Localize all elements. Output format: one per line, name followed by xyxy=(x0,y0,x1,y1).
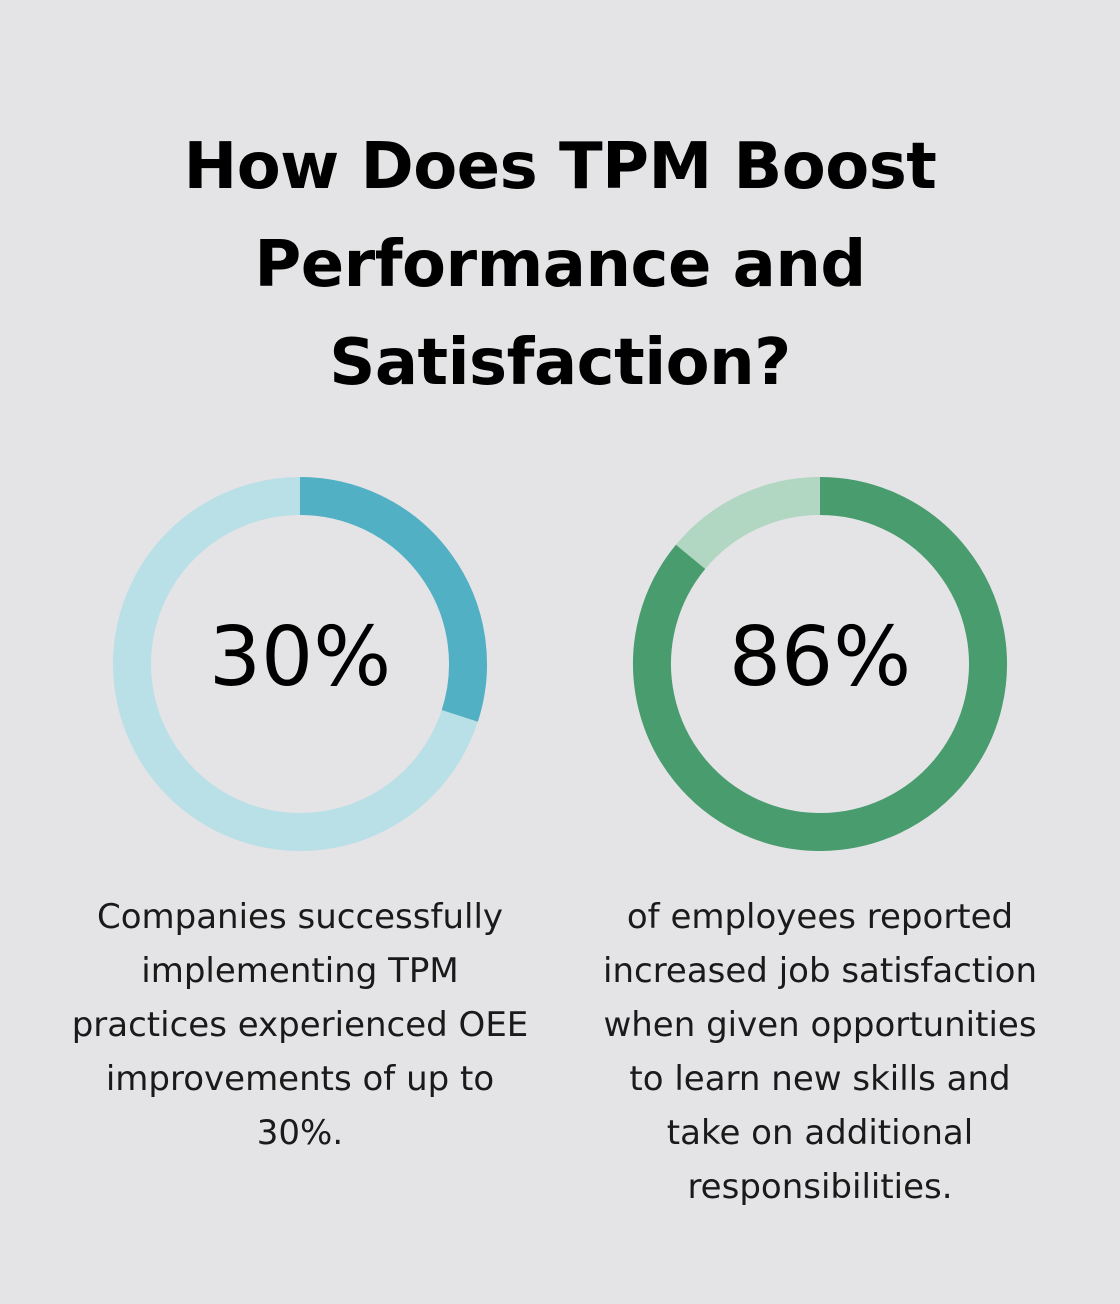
donut-value-label: 30% xyxy=(208,610,392,705)
description-line: when given opportunities xyxy=(603,1005,1037,1045)
donut-chart-satisfaction: 86% xyxy=(620,464,1020,864)
donut-remainder-segment xyxy=(675,477,821,570)
donut-value-segment xyxy=(633,477,1007,851)
description-oee: Companies successfully implementing TPM … xyxy=(50,890,550,1160)
description-line: practices experienced OEE xyxy=(71,1005,529,1045)
donut-value-segment xyxy=(299,477,487,722)
donut-value-label: 86% xyxy=(728,610,912,705)
donut-svg-oee xyxy=(113,477,487,851)
description-line: Companies successfully xyxy=(96,897,504,937)
description-line: take on additional xyxy=(666,1113,974,1153)
title-line: Performance and xyxy=(254,228,866,302)
description-line: 30%. xyxy=(256,1113,344,1153)
donut-chart-oee: 30% xyxy=(100,464,500,864)
description-satisfaction: of employees reported increased job sati… xyxy=(570,890,1070,1214)
description-line: of employees reported xyxy=(626,897,1014,937)
title-line: Satisfaction? xyxy=(329,326,791,400)
page-title: How Does TPM Boost Performance and Satis… xyxy=(0,118,1120,412)
description-line: implementing TPM xyxy=(141,951,459,991)
description-line: to learn new skills and xyxy=(629,1059,1011,1099)
description-line: improvements of up to xyxy=(105,1059,495,1099)
description-line: responsibilities. xyxy=(687,1167,953,1207)
title-line: How Does TPM Boost xyxy=(183,130,937,204)
description-line: increased job satisfaction xyxy=(603,951,1037,991)
donut-svg-satisfaction xyxy=(633,477,1007,851)
donut-remainder-segment xyxy=(113,477,478,851)
